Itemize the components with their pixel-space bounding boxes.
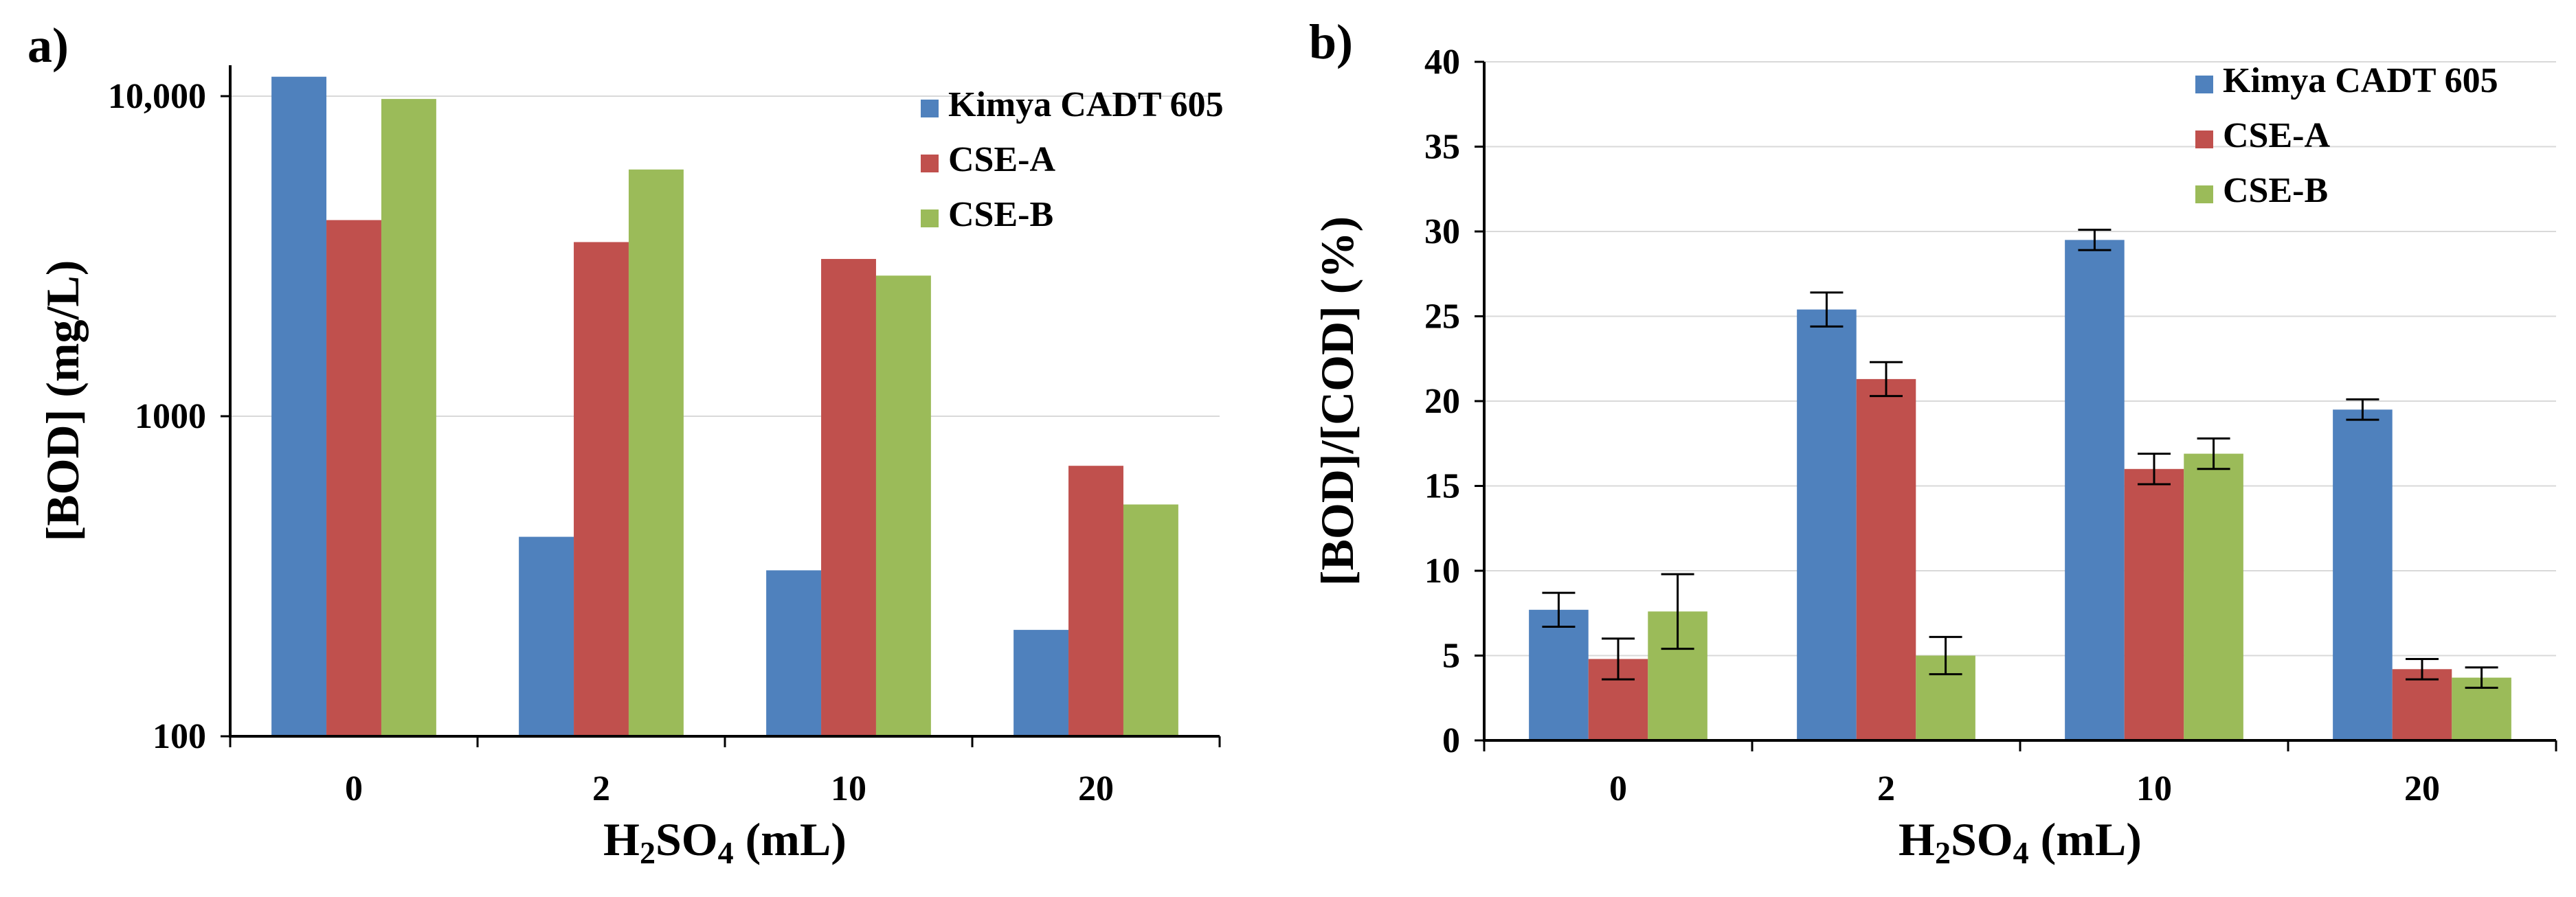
legend-swatch (2195, 130, 2213, 148)
bar-cse-a-20 (2392, 669, 2452, 740)
bar-kimya-cadt-605-20 (2333, 409, 2393, 740)
legend-label: CSE-A (2223, 116, 2330, 155)
legend-label: CSE-B (2223, 171, 2328, 210)
x-tick-label: 0 (1609, 769, 1627, 808)
bar-cse-a-10 (821, 259, 876, 736)
y-tick-label: 5 (1442, 637, 1460, 676)
legend-label: Kimya CADT 605 (2223, 61, 2498, 100)
x-axis-title-part: H (1899, 813, 1935, 865)
y-axis-title: [BOD]/[COD] (%) (1311, 216, 1363, 586)
bar-cse-a-10 (2124, 468, 2184, 740)
chart-panel-b: b) 0 5 10 15 20 25 30 35 40 0 2 10 20 [BOD]/[COD] (%) H… (1309, 14, 2557, 870)
y-tick-label: 1000 (135, 397, 206, 436)
y-tick-label: 15 (1424, 467, 1460, 506)
bar-kimya-cadt-605-0 (1529, 609, 1589, 740)
x-tick-label: 2 (1877, 769, 1895, 808)
x-axis-title: H2SO4 (mL) (1899, 813, 2142, 870)
x-tick-label: 20 (1078, 769, 1114, 808)
bar-cse-b-10 (2184, 453, 2243, 740)
y-tick-label: 30 (1424, 212, 1460, 251)
y-tick-label: 10,000 (108, 77, 206, 116)
x-axis-title-part: (mL) (734, 813, 847, 865)
x-tick-label: 2 (592, 769, 610, 808)
y-tick-label: 20 (1424, 382, 1460, 421)
x-axis-title-subscript: 2 (1935, 835, 1951, 870)
y-tick-label: 100 (153, 717, 206, 756)
bar-cse-a-0 (326, 220, 381, 736)
x-axis-title-subscript: 4 (2013, 835, 2029, 870)
x-axis-title: H2SO4 (mL) (603, 813, 847, 870)
bar-cse-a-2 (1856, 378, 1916, 740)
x-axis-title-part: (mL) (2029, 813, 2142, 865)
y-tick-label: 0 (1442, 721, 1460, 760)
x-axis-title-subscript: 2 (640, 835, 656, 870)
bar-kimya-cadt-605-2 (1797, 309, 1857, 740)
legend-label: CSE-B (948, 195, 1053, 234)
bar-kimya-cadt-605-0 (271, 76, 327, 737)
legend-swatch (921, 155, 939, 172)
legend-label: CSE-A (948, 140, 1055, 179)
legend-swatch (2195, 76, 2213, 93)
x-axis-title-part: H (603, 813, 640, 865)
x-tick-label: 20 (2404, 769, 2440, 808)
x-axis-title-part: SO (656, 813, 718, 865)
y-tick-label: 40 (1424, 43, 1460, 82)
y-tick-label: 25 (1424, 297, 1460, 337)
bar-cse-a-20 (1068, 466, 1123, 736)
panel-label: a) (27, 18, 69, 73)
legend-swatch (2195, 185, 2213, 203)
y-tick-label: 35 (1424, 128, 1460, 167)
legend-label: Kimya CADT 605 (948, 85, 1224, 124)
bar-cse-b-2 (628, 169, 684, 736)
bar-cse-a-2 (574, 242, 629, 736)
bar-kimya-cadt-605-2 (519, 536, 574, 736)
axes (1483, 62, 2556, 742)
bar-cse-b-0 (381, 99, 436, 737)
bar-cse-b-10 (875, 275, 931, 736)
x-axis-title-part: SO (1951, 813, 2013, 865)
x-tick-label: 10 (2136, 769, 2172, 808)
x-tick-label: 0 (345, 769, 363, 808)
x-tick-label: 10 (831, 769, 866, 808)
axes (229, 65, 1220, 738)
bar-cse-b-20 (1123, 504, 1178, 736)
legend-swatch (921, 100, 939, 117)
x-axis-title-subscript: 4 (718, 835, 734, 870)
bar-kimya-cadt-605-10 (2065, 240, 2125, 741)
bar-kimya-cadt-605-10 (766, 570, 822, 736)
y-axis-title: [BOD] (mg/L) (36, 260, 89, 542)
panel-label: b) (1309, 14, 1353, 69)
bar-kimya-cadt-605-20 (1013, 630, 1069, 736)
legend-swatch (921, 209, 939, 227)
y-tick-label: 10 (1424, 552, 1460, 591)
